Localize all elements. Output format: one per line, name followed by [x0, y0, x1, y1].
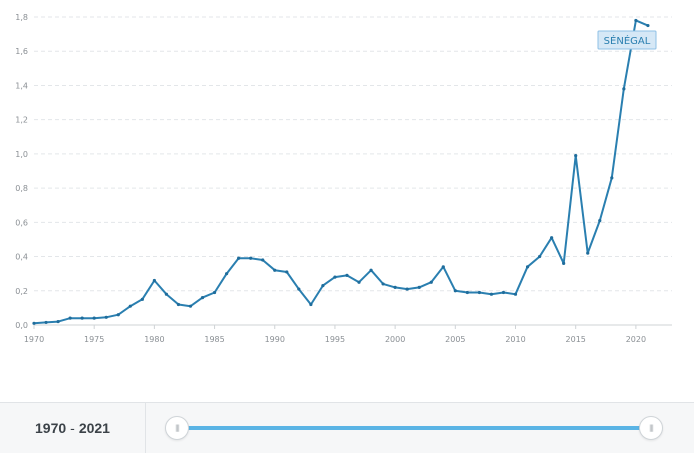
- x-tick-label: 1975: [84, 335, 104, 344]
- slider-handle-end[interactable]: |||: [639, 416, 663, 440]
- data-point: [249, 256, 253, 260]
- year-range-slider[interactable]: ||| |||: [165, 416, 663, 440]
- data-point: [92, 316, 96, 320]
- x-tick-label: 2015: [566, 335, 586, 344]
- data-point: [525, 265, 530, 269]
- series-label: SÉNÉGAL: [604, 34, 651, 47]
- y-tick-label: 1,0: [15, 150, 28, 159]
- data-point: [489, 292, 494, 296]
- data-point: [405, 287, 409, 291]
- data-point: [200, 296, 205, 300]
- data-point: [309, 302, 313, 307]
- x-tick-label: 1970: [24, 335, 44, 344]
- data-point: [598, 219, 602, 223]
- data-point: [297, 287, 301, 291]
- data-point: [152, 278, 156, 283]
- data-point: [417, 285, 421, 289]
- y-tick-label: 0,6: [15, 218, 28, 227]
- data-point: [622, 87, 626, 91]
- data-point: [32, 321, 36, 325]
- range-start-year: 1970: [35, 420, 67, 436]
- y-tick-label: 0,2: [15, 287, 28, 296]
- y-tick-label: 0,0: [15, 321, 28, 330]
- x-tick-label: 1980: [144, 335, 164, 344]
- grip-icon: |||: [174, 424, 180, 432]
- data-point: [646, 23, 650, 28]
- data-point: [273, 268, 277, 272]
- data-point: [562, 261, 566, 265]
- data-point: [56, 319, 60, 324]
- data-point: [453, 289, 457, 293]
- data-point: [80, 316, 84, 320]
- data-point: [237, 256, 241, 260]
- data-point: [164, 292, 169, 296]
- x-tick-label: 2000: [385, 335, 405, 344]
- data-point: [574, 154, 578, 158]
- data-point: [128, 304, 132, 308]
- data-point: [212, 290, 217, 295]
- data-point: [261, 258, 265, 262]
- data-point: [477, 290, 481, 295]
- data-point: [140, 297, 144, 301]
- slider-track[interactable]: [177, 426, 651, 430]
- range-end-year: 2021: [78, 420, 110, 436]
- y-tick-label: 1,8: [15, 13, 28, 22]
- data-point: [225, 272, 229, 276]
- y-tick-label: 1,4: [15, 81, 28, 90]
- data-point: [104, 315, 108, 319]
- data-point: [586, 251, 590, 255]
- data-point: [513, 292, 518, 296]
- data-point: [550, 236, 554, 240]
- data-point: [116, 313, 120, 317]
- timeline-footer: 1970 - 2021 ||| |||: [0, 402, 694, 453]
- data-point: [357, 280, 361, 284]
- data-point: [285, 270, 289, 274]
- range-separator: -: [70, 420, 75, 436]
- data-point: [501, 290, 506, 295]
- x-tick-label: 1985: [204, 335, 224, 344]
- y-tick-label: 0,8: [15, 184, 28, 193]
- data-point: [345, 273, 349, 277]
- data-point: [610, 176, 614, 180]
- data-point: [333, 275, 337, 279]
- data-point: [465, 290, 469, 295]
- data-point: [429, 280, 433, 284]
- series-line: [33, 19, 649, 325]
- data-point: [634, 18, 638, 23]
- x-tick-label: 2005: [445, 335, 465, 344]
- line-chart: 0,0 0,2 0,4 0,6 0,8 1,0 1,2 1,4 1,6 1,8 1970 1975 19…: [15, 13, 672, 344]
- data-point: [369, 268, 373, 272]
- year-range-display: 1970 - 2021: [0, 403, 146, 453]
- data-point: [176, 302, 181, 307]
- slider-handle-start[interactable]: |||: [165, 416, 189, 440]
- x-tick-label: 2020: [626, 335, 646, 344]
- data-point: [441, 265, 445, 269]
- x-tick-label: 1995: [325, 335, 345, 344]
- x-tick-label: 1990: [265, 335, 285, 344]
- x-tick-label: 2010: [505, 335, 525, 344]
- data-point: [393, 285, 397, 289]
- grip-icon: |||: [648, 424, 654, 432]
- y-tick-label: 0,4: [15, 253, 28, 262]
- data-point: [68, 316, 72, 320]
- data-point: [188, 304, 193, 308]
- series-label-box: [597, 30, 657, 50]
- data-point: [537, 254, 542, 259]
- data-point: [44, 320, 48, 325]
- y-tick-label: 1,6: [15, 47, 28, 56]
- data-point: [321, 284, 325, 288]
- data-point: [381, 282, 385, 286]
- y-tick-label: 1,2: [15, 116, 28, 125]
